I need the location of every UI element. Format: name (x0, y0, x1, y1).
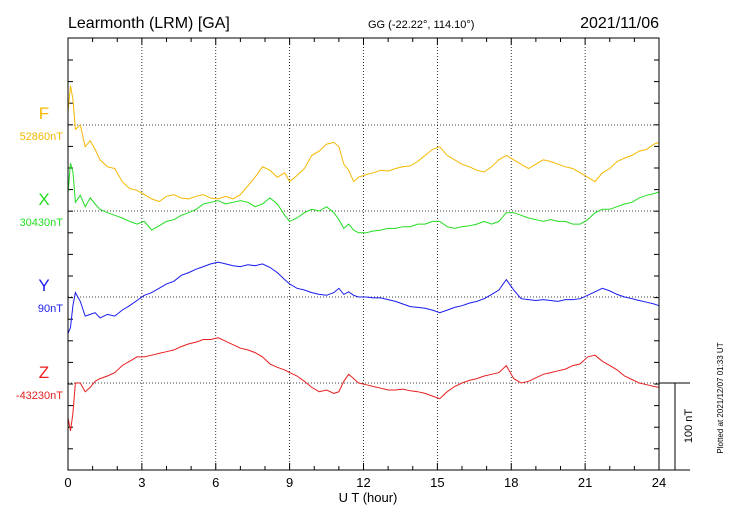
x-tick-label: 24 (652, 475, 666, 490)
x-tick-label: 15 (430, 475, 444, 490)
scale-bar-label: 100 nT (683, 409, 695, 444)
series-layer: F 52860nT X 30430nT Y 90nT Z -43230nT (16, 85, 660, 431)
x-tick-label: 3 (138, 475, 145, 490)
station-coordinates: GG (-22.22°, 114.10°) (368, 19, 474, 31)
x-axis: 0 3 6 9 12 15 18 21 24 (64, 38, 666, 490)
x-tick-label: 0 (64, 475, 71, 490)
plotted-timestamp: Plotted at 2021/12/07 01:33 UT (716, 342, 725, 453)
grid-lines (68, 38, 659, 470)
x-tick-label: 12 (356, 475, 370, 490)
scale-bar: 100 nT (659, 382, 695, 471)
x-tick-label: 21 (578, 475, 592, 490)
series-line-x (67, 163, 660, 234)
series-baseline-z: -43230nT (16, 390, 63, 402)
x-tick-label: 6 (212, 475, 219, 490)
plot-date: 2021/11/06 (580, 15, 659, 32)
series-name-z: Z (39, 363, 49, 382)
series-baseline-y: 90nT (38, 303, 63, 315)
series-line-f (67, 85, 660, 203)
series-line-z (67, 337, 660, 431)
x-axis-label: U T (hour) (339, 490, 398, 505)
series-baseline-x: 30430nT (20, 217, 64, 229)
series-line-y (67, 261, 660, 334)
series-name-y: Y (38, 276, 49, 295)
series-name-x: X (38, 190, 49, 209)
x-tick-label: 18 (504, 475, 518, 490)
series-baseline-f: 52860nT (20, 131, 64, 143)
series-name-f: F (39, 104, 49, 123)
station-title: Learmonth (LRM) [GA] (68, 15, 230, 32)
x-tick-label: 9 (286, 475, 293, 490)
